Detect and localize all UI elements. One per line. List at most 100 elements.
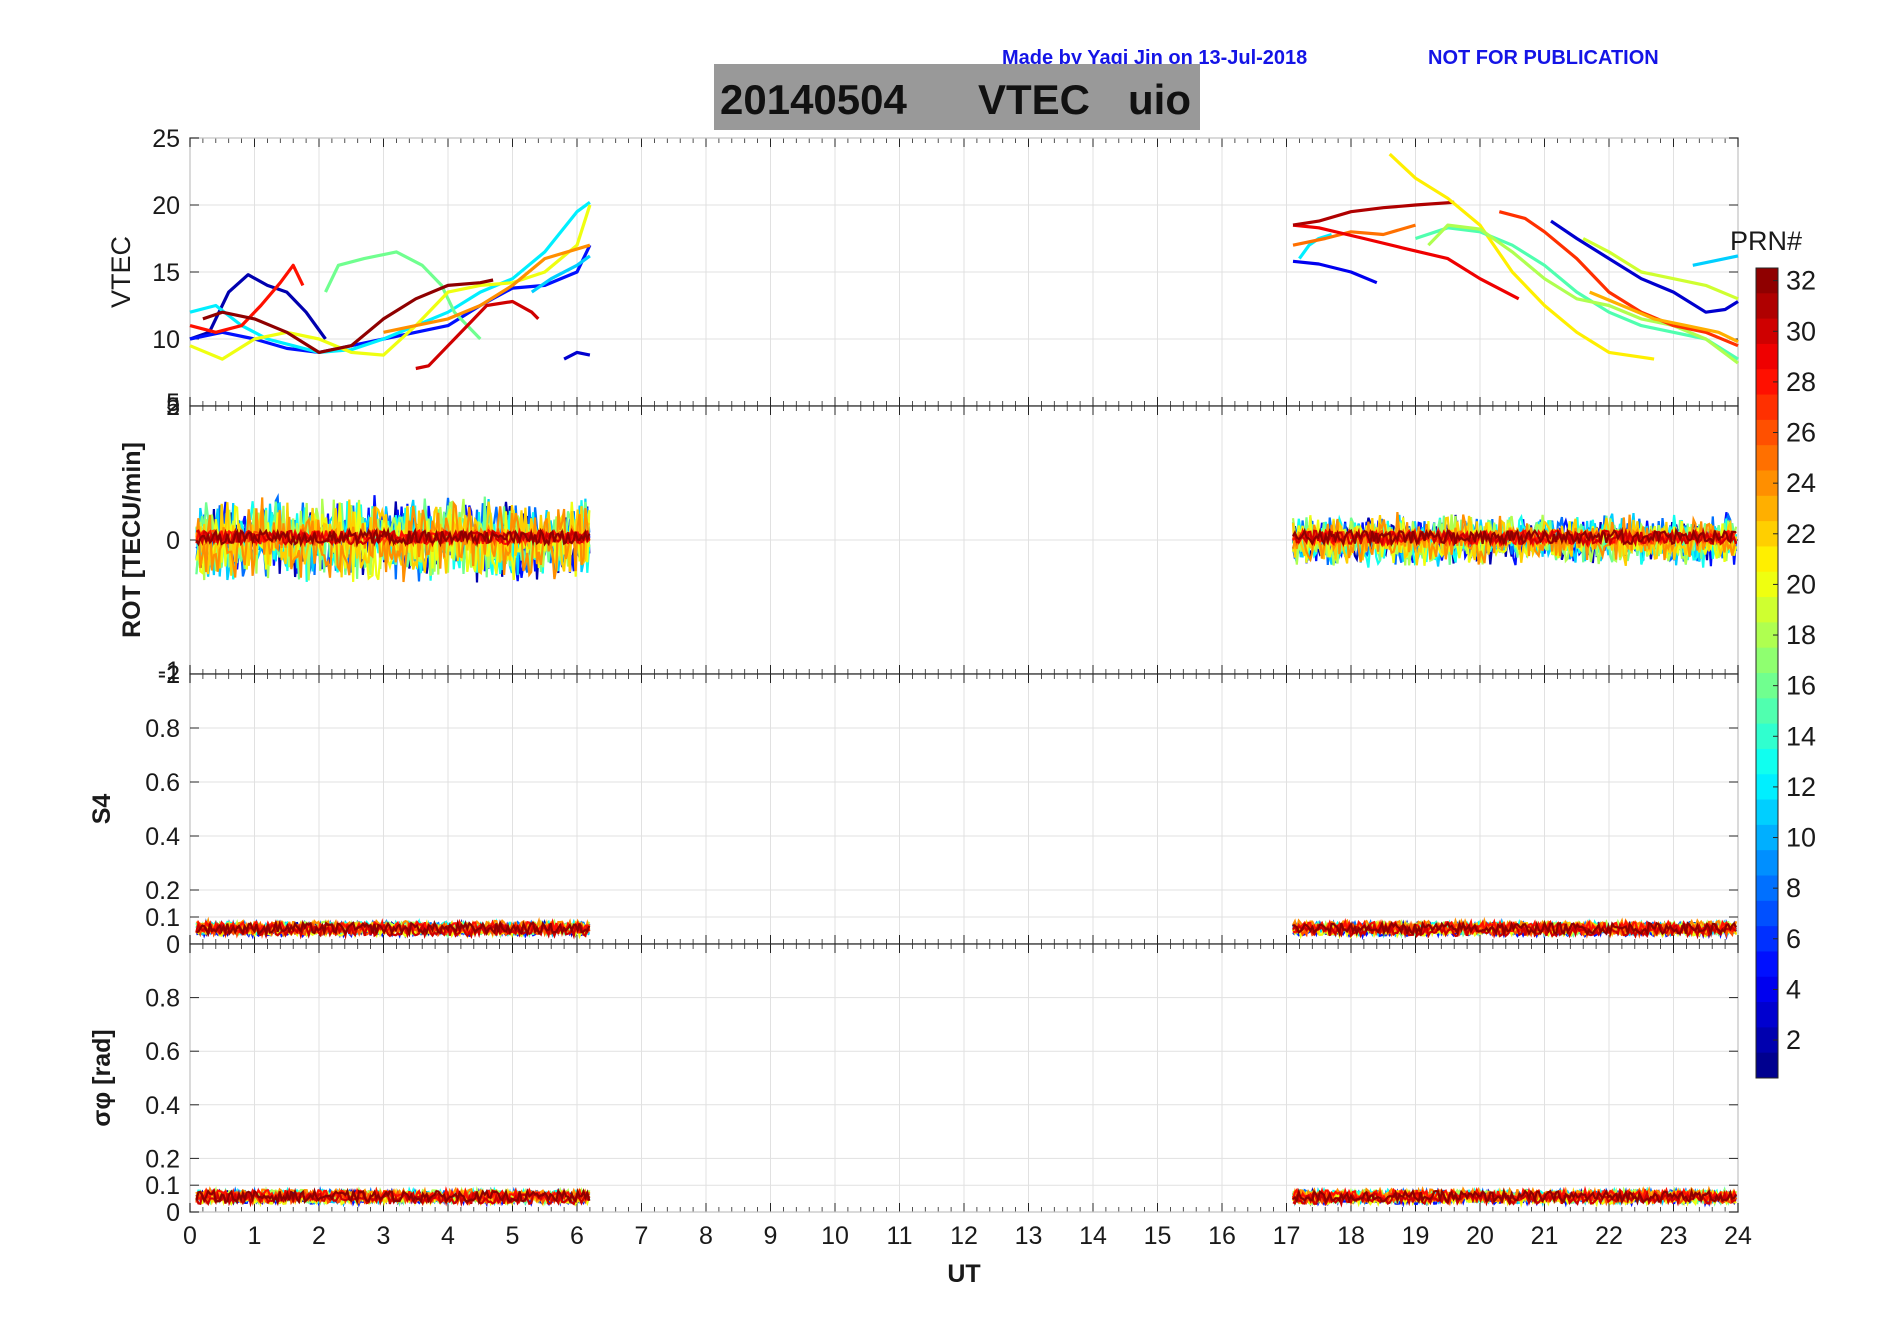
y-tick-label: 0.1 [145, 1172, 180, 1200]
colorbar-cell [1756, 521, 1778, 547]
colorbar-tick-label: 2 [1786, 1025, 1801, 1055]
y-tick-label: 0.2 [145, 1145, 180, 1173]
colorbar-cell [1756, 976, 1778, 1003]
colorbar-cell [1756, 647, 1778, 674]
colorbar-cell [1756, 1002, 1778, 1028]
y-tick-label: 1 [166, 661, 180, 689]
vtec-series-prn-16 [324, 250, 482, 341]
colorbar-cell [1756, 369, 1778, 396]
colorbar-tick-label: 6 [1786, 924, 1801, 954]
x-tick-label: 17 [1273, 1222, 1301, 1250]
title-quantity: VTEC [978, 76, 1090, 123]
y-tick-label: 10 [152, 326, 180, 354]
y-tick-label: 5 [166, 389, 180, 417]
vtec-series-prn-29 [1292, 223, 1520, 301]
colorbar-tick-label: 18 [1786, 620, 1816, 650]
x-axis-label: UT [947, 1260, 980, 1288]
plot-area-rot [195, 493, 1738, 583]
x-tick-label: 7 [635, 1222, 649, 1250]
y-tick-label: 0.1 [145, 904, 180, 932]
colorbar-cell [1756, 875, 1778, 902]
y-tick-label: 0 [166, 931, 180, 959]
x-tick-label: 23 [1660, 1222, 1688, 1250]
vtec-series-prn-20 [189, 204, 592, 361]
colorbar-cell [1756, 673, 1778, 699]
vtec-series-prn-21 [1388, 152, 1655, 361]
colorbar-label: PRN# [1730, 226, 1802, 256]
colorbar-cell [1756, 774, 1778, 801]
s4-series-prn-30 [195, 921, 590, 940]
plot-area-sigma_phi [195, 1185, 1738, 1208]
colorbar-tick-label: 28 [1786, 367, 1816, 397]
colorbar-cell [1756, 1027, 1778, 1054]
vtec-series-prn-32 [202, 278, 494, 354]
x-tick-label: 8 [699, 1222, 713, 1250]
vtec-series-prn-11 [530, 254, 591, 294]
x-tick-label: 6 [570, 1222, 584, 1250]
vtec-series-prn-3 [563, 350, 591, 361]
title-station: uio [1128, 76, 1191, 123]
x-tick-label: 18 [1337, 1222, 1365, 1250]
x-tick-label: 20 [1466, 1222, 1494, 1250]
x-tick-label: 19 [1402, 1222, 1430, 1250]
x-tick-label: 24 [1724, 1222, 1752, 1250]
vtec-series-prn-12 [189, 201, 591, 354]
colorbar-cell [1756, 546, 1778, 573]
panel-sigma_phi: 00.10.20.40.60.8σφ [rad]0 1 2 3 4 5 6 7 8 9 10 11 12… [88, 943, 1752, 1288]
colorbar-cell [1756, 268, 1778, 294]
x-tick-label: 10 [821, 1222, 849, 1250]
colorbar-tick-label: 10 [1786, 823, 1816, 853]
plot-area-vtec [189, 152, 1739, 371]
y-tick-label: 0.6 [145, 769, 180, 797]
vtec-series-prn-27 [1498, 210, 1739, 348]
colorbar-cell [1756, 419, 1778, 446]
colorbar-tick-label: 26 [1786, 418, 1816, 448]
y-tick-label: 0.8 [145, 715, 180, 743]
y-tick-label: 5 [166, 393, 180, 421]
y-tick-label: 0.4 [145, 1092, 180, 1120]
colorbar-cell [1756, 597, 1778, 623]
colorbar-cell [1756, 622, 1778, 649]
y-axis-label-vtec: VTEC [106, 236, 136, 308]
colorbar-cell [1756, 343, 1778, 370]
y-tick-label: 0.6 [145, 1038, 180, 1066]
colorbar-tick-label: 32 [1786, 266, 1816, 296]
vtec-series-prn-2 [189, 273, 327, 341]
vtec-series-prn-18 [1427, 223, 1739, 365]
x-tick-label: 4 [441, 1222, 455, 1250]
vtec-series-prn-24 [383, 243, 591, 334]
panel-s4: 0.10.2 0.4 0.6 0.8 1 0 S4 [88, 661, 1739, 959]
y-tick-label: 2 [166, 393, 180, 421]
vtec-series-prn-11 [1692, 254, 1739, 267]
rot-series-prn-32 [1292, 526, 1737, 548]
colorbar-tick-label: 22 [1786, 519, 1816, 549]
x-tick-label: 3 [377, 1222, 391, 1250]
colorbar-tick-label: 24 [1786, 468, 1816, 498]
vtec-series-prn-30 [415, 299, 540, 371]
colorbar-frame [1755, 267, 1779, 1079]
y-tick-label: 0.2 [145, 877, 180, 905]
x-tick-label: 21 [1531, 1222, 1559, 1250]
y-tick-label: 15 [152, 259, 180, 287]
colorbar-cell [1756, 445, 1778, 471]
colorbar-cell [1756, 293, 1778, 320]
panel-vtec: 5 10 15 20 25 VTEC [106, 125, 1739, 421]
colorbar-tick-label: 20 [1786, 569, 1816, 599]
x-tick-label: 12 [950, 1222, 978, 1250]
x-tick-label: 0 [183, 1222, 197, 1250]
y-tick-label: 20 [152, 192, 180, 220]
colorbar-tick-label: 12 [1786, 772, 1816, 802]
sigma_phi-series-prn-32 [1292, 1187, 1738, 1206]
colorbar-cell [1756, 1052, 1778, 1079]
colorbar-cell [1756, 824, 1778, 851]
rot-series-prn-24 [195, 497, 591, 583]
colorbar-cell [1756, 571, 1778, 598]
panel-rot: 0 25 -2-1 ROT [TECU/min] [118, 389, 1739, 689]
y-tick-label: 25 [152, 125, 180, 153]
x-tick-label: 9 [764, 1222, 778, 1250]
y-tick-label: 0.8 [145, 985, 180, 1013]
y-axis-label-s4: S4 [88, 794, 116, 825]
y-axis-label-sigma_phi: σφ [rad] [88, 1029, 116, 1127]
rot-series-prn-32 [195, 526, 591, 548]
